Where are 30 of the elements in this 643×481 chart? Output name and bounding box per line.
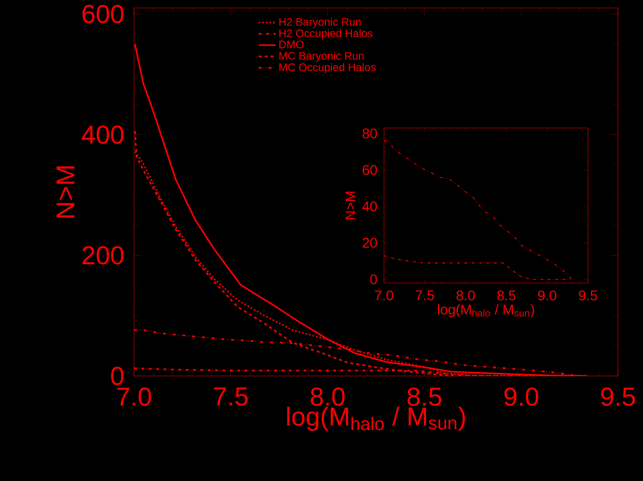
y-tick-label: 600: [82, 4, 124, 24]
x-tick-label: 9.5: [601, 388, 635, 406]
x-tick-label: 8.5: [497, 290, 516, 300]
y-tick-label: 80: [362, 128, 377, 138]
legend-label: H2 Occupied Halos: [279, 29, 372, 40]
x-tick-label: 7.0: [117, 388, 151, 406]
x-tick-label: 9.0: [504, 388, 538, 406]
x-tick-label: 8.0: [456, 290, 475, 300]
legend-label: MC Baryonic Run: [279, 52, 364, 62]
legend-label: H2 Baryonic Run: [279, 18, 361, 28]
y-tick-label: 200: [82, 246, 124, 264]
y-tick-label: 0: [370, 274, 377, 284]
y-tick-label: 0: [111, 366, 124, 386]
x-tick-label: 9.0: [538, 290, 556, 300]
y-axis-title: N>M: [56, 166, 74, 218]
y-tick-label: 40: [362, 201, 377, 212]
y-tick-label: 20: [362, 238, 377, 248]
x-tick-label: 9.5: [578, 290, 598, 300]
x-tick-label: 7.5: [416, 290, 434, 300]
legend-label: MC Occupied Halos: [279, 63, 376, 74]
x-tick-label: 7.5: [214, 388, 248, 406]
x-tick-label: 8.5: [408, 388, 442, 406]
x-tick-label: 8.0: [310, 388, 345, 406]
x-axis-title: log(M$_{halo}$ / M$_{sun}$): [438, 304, 534, 318]
y-tick-label: 400: [82, 126, 124, 144]
y-tick-label: 60: [362, 164, 377, 175]
legend-label: DMO: [279, 40, 304, 48]
x-tick-label: 7.0: [375, 290, 394, 300]
y-axis-title: N>M: [346, 192, 356, 220]
x-axis-title: log(M$_{halo}$ / M$_{sun}$): [287, 406, 465, 431]
